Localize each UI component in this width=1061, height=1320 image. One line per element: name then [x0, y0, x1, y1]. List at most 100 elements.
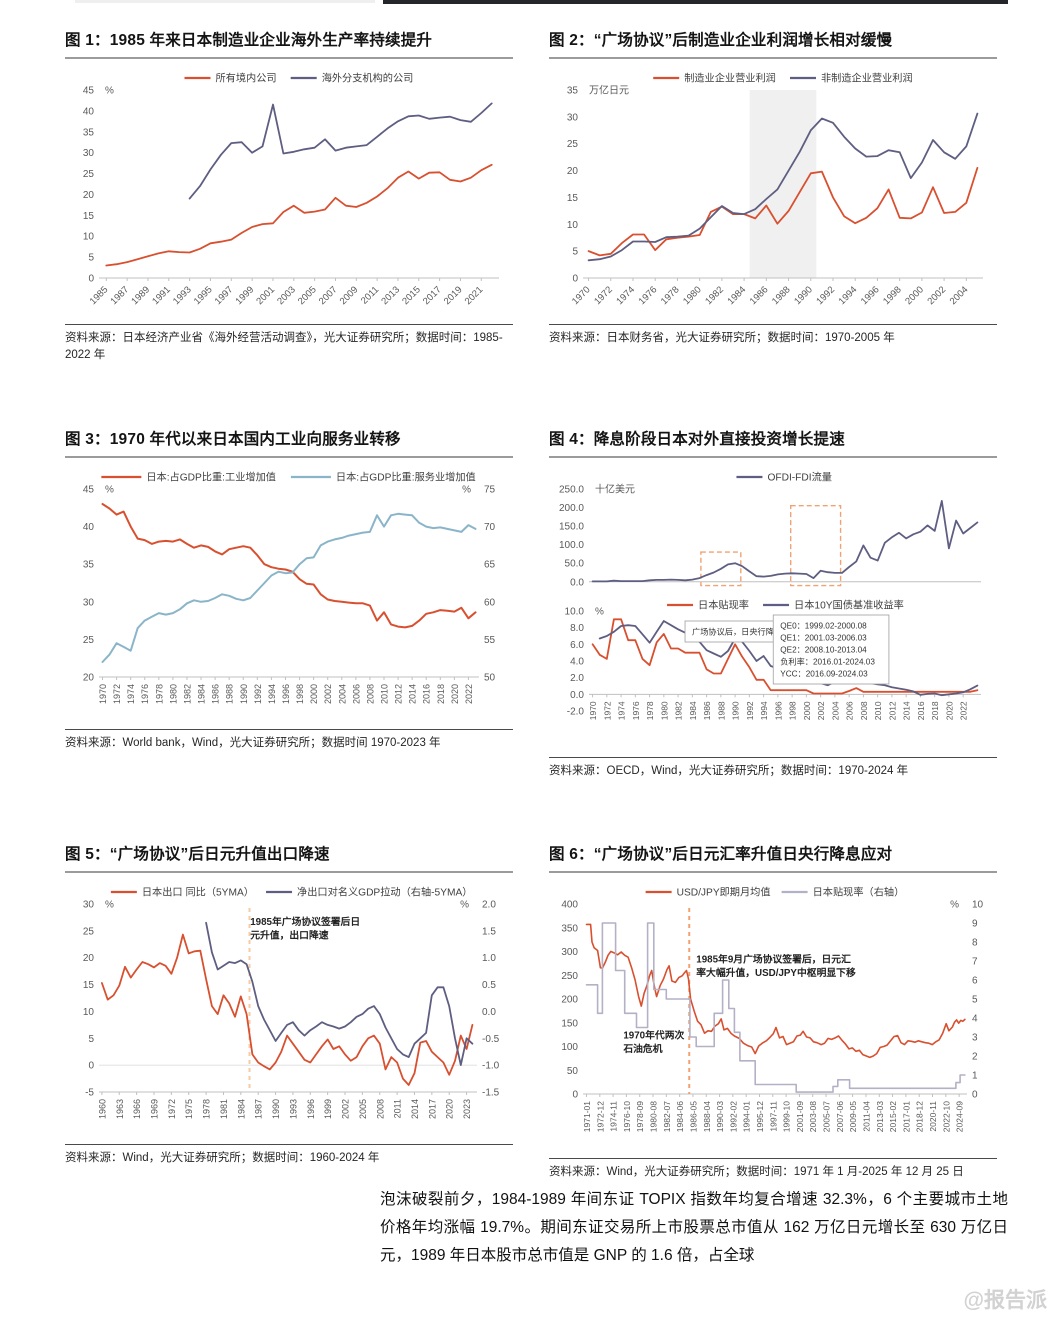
svg-text:1997: 1997 [213, 284, 236, 307]
svg-text:1978-09: 1978-09 [635, 1100, 645, 1131]
svg-text:1984: 1984 [197, 684, 207, 704]
svg-text:1987: 1987 [109, 284, 132, 307]
svg-text:30: 30 [83, 597, 95, 608]
svg-text:1970: 1970 [588, 701, 598, 720]
svg-text:2004: 2004 [830, 701, 840, 720]
svg-text:2.0: 2.0 [482, 899, 496, 910]
svg-text:广场协议后，日央行降息: 广场协议后，日央行降息 [692, 626, 782, 636]
svg-text:1994: 1994 [759, 701, 769, 720]
svg-text:1998: 1998 [788, 701, 798, 720]
svg-text:10: 10 [567, 220, 579, 231]
svg-text:0.0: 0.0 [570, 577, 584, 588]
figure-5-title: 图 5：“广场协议”后日元升值出口降速 [65, 842, 513, 873]
svg-text:2007-06: 2007-06 [835, 1100, 845, 1131]
svg-text:40: 40 [83, 522, 95, 533]
figure-5-source: 资料来源：Wind，光大证券研究所；数据时间：1960-2024 年 [65, 1143, 513, 1167]
svg-text:2015-02: 2015-02 [888, 1100, 898, 1131]
svg-text:1999-10: 1999-10 [782, 1100, 792, 1131]
svg-text:十亿美元: 十亿美元 [595, 482, 635, 495]
svg-text:%: % [105, 86, 114, 97]
svg-text:20: 20 [567, 166, 579, 177]
svg-text:率大幅升值，USD/JPY中枢明显下移: 率大幅升值，USD/JPY中枢明显下移 [696, 966, 856, 979]
svg-text:150: 150 [561, 1018, 578, 1029]
svg-text:8: 8 [972, 937, 978, 948]
svg-text:35: 35 [83, 127, 95, 138]
svg-text:1990-03: 1990-03 [715, 1100, 725, 1131]
body-paragraph: 泡沫破裂前夕，1984-1989 年间东证 TOPIX 指数年均复合增速 32.… [380, 1191, 1008, 1264]
svg-text:2018: 2018 [930, 701, 940, 720]
figure-4-plot-bottom: -2.0 0.0 2.0 4.0 6.0 8.0 10.0 % 1970 1972 1974 1976… [565, 598, 981, 720]
svg-text:2: 2 [972, 1051, 978, 1062]
svg-text:30: 30 [83, 148, 95, 159]
svg-text:50: 50 [484, 672, 496, 683]
svg-text:150.0: 150.0 [559, 521, 584, 532]
svg-text:2017: 2017 [421, 284, 444, 307]
svg-text:2024-09: 2024-09 [955, 1100, 965, 1131]
figure-1-source: 资料来源：日本经济产业省《海外经营活动调查》，光大证券研究所；数据时间：1985… [65, 324, 513, 365]
svg-text:1992: 1992 [745, 701, 755, 720]
svg-text:10.0: 10.0 [565, 606, 585, 617]
svg-text:1987: 1987 [254, 1099, 264, 1119]
svg-text:日本10Y国债基准收益率: 日本10Y国债基准收益率 [794, 598, 904, 611]
svg-text:2012: 2012 [394, 684, 404, 704]
svg-text:5: 5 [572, 247, 578, 258]
svg-text:1981: 1981 [219, 1099, 229, 1119]
svg-text:0.0: 0.0 [570, 689, 584, 700]
svg-text:100.0: 100.0 [559, 540, 584, 551]
svg-text:2018-12: 2018-12 [915, 1100, 925, 1131]
svg-text:2014: 2014 [410, 1099, 420, 1119]
svg-text:70: 70 [484, 522, 496, 533]
svg-text:1.5: 1.5 [482, 926, 496, 937]
svg-text:1990: 1990 [271, 1099, 281, 1119]
svg-text:2005: 2005 [296, 284, 319, 307]
svg-text:%: % [105, 899, 114, 910]
svg-text:55: 55 [484, 634, 496, 645]
svg-text:2013: 2013 [379, 284, 402, 307]
svg-text:2000: 2000 [903, 284, 926, 307]
svg-text:1980: 1980 [681, 284, 704, 307]
svg-text:2008: 2008 [365, 684, 375, 704]
svg-text:2020: 2020 [450, 684, 460, 704]
svg-text:1984-06: 1984-06 [675, 1100, 685, 1131]
svg-text:QE2：2008.10-2013.04: QE2：2008.10-2013.04 [780, 645, 867, 654]
svg-text:1980: 1980 [168, 684, 178, 704]
svg-text:1970: 1970 [98, 684, 108, 704]
svg-text:1970: 1970 [570, 284, 593, 307]
svg-text:USD/JPY即期月均值: USD/JPY即期月均值 [677, 885, 771, 898]
figure-1: 图 1：1985 年来日本制造业企业海外生产率持续提升 0 5 10 15 20 25 30… [65, 28, 513, 365]
svg-text:1999: 1999 [234, 284, 257, 307]
svg-text:1990: 1990 [239, 684, 249, 704]
svg-text:2020: 2020 [944, 701, 954, 720]
svg-text:1978: 1978 [202, 1099, 212, 1119]
svg-text:1985年广场协议签署后日: 1985年广场协议签署后日 [250, 915, 360, 928]
svg-text:2014: 2014 [902, 701, 912, 720]
svg-text:2005: 2005 [358, 1099, 368, 1119]
svg-text:海外分支机构的公司: 海外分支机构的公司 [322, 72, 414, 85]
svg-text:1975: 1975 [184, 1099, 194, 1119]
svg-text:日本:占GDP比重:工业增加值: 日本:占GDP比重:工业增加值 [146, 470, 276, 483]
svg-text:6.0: 6.0 [570, 639, 584, 650]
svg-text:1990: 1990 [731, 701, 741, 720]
svg-text:1978: 1978 [645, 701, 655, 720]
svg-text:YCC：2016.09-2024.03: YCC：2016.09-2024.03 [780, 669, 868, 678]
svg-text:2008: 2008 [375, 1099, 385, 1119]
svg-text:1982: 1982 [703, 284, 726, 307]
figure-4-source: 资料来源：OECD，Wind，光大证券研究所；数据时间：1970-2024 年 [549, 756, 997, 780]
svg-text:1980-08: 1980-08 [648, 1100, 658, 1131]
figure-4-plot-top: 0.0 50.0 100.0 150.0 200.0 250.0 十亿美元 OFDI-FDI流… [559, 470, 981, 588]
svg-text:1972: 1972 [167, 1099, 177, 1119]
svg-text:2019: 2019 [442, 284, 465, 307]
svg-text:2000: 2000 [309, 684, 319, 704]
svg-text:石油危机: 石油危机 [622, 1042, 662, 1055]
svg-text:2015: 2015 [400, 284, 423, 307]
svg-text:1976-10: 1976-10 [622, 1100, 632, 1131]
svg-text:2020-11: 2020-11 [928, 1100, 938, 1131]
figure-3-source: 资料来源：World bank，Wind，光大证券研究所；数据时间 1970-2… [65, 728, 513, 752]
svg-text:2011-04: 2011-04 [861, 1100, 871, 1131]
svg-text:1969: 1969 [149, 1099, 159, 1119]
svg-text:1974: 1974 [126, 684, 136, 704]
svg-text:0.5: 0.5 [482, 980, 496, 991]
svg-text:1996: 1996 [306, 1099, 316, 1119]
svg-text:1990: 1990 [792, 284, 815, 307]
svg-text:400: 400 [561, 899, 578, 910]
